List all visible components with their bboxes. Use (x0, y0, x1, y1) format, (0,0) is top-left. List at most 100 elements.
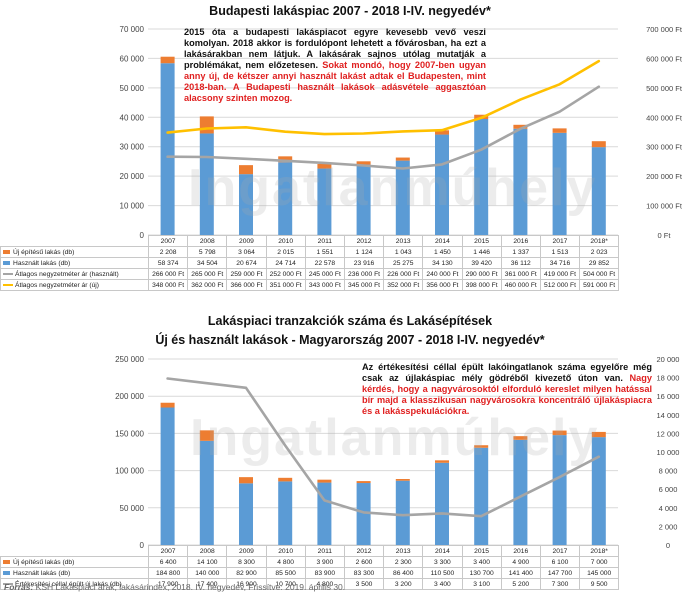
table-header-year: 2018* (579, 235, 620, 247)
table-header-year: 2016 (500, 545, 541, 557)
series-label: Új építésű lakás (db) (0, 556, 149, 568)
table-cell: 1 513 (539, 246, 581, 258)
bar-used (160, 407, 175, 545)
table-cell: 266 000 Ft (147, 268, 189, 280)
bar-new (356, 481, 371, 484)
series-name: Használt lakás (db) (13, 259, 71, 267)
table-cell: 361 000 Ft (500, 268, 541, 280)
table-cell: 22 578 (304, 257, 345, 269)
table-cell: 1 450 (422, 246, 463, 258)
table-cell: 352 000 Ft (383, 279, 424, 291)
table-corner (1, 546, 149, 557)
bar-used (435, 134, 449, 235)
bar-used (199, 440, 214, 545)
series-name: Átlagos negyzetméter ár (használt) (15, 270, 119, 278)
y-right-tick-label: 20 000 (657, 355, 680, 364)
table-header-year: 2014 (422, 235, 463, 247)
table-cell: 348 000 Ft (147, 279, 189, 291)
bar-new (160, 56, 175, 64)
table-cell: 1 551 (304, 246, 345, 258)
bar-new (435, 130, 449, 135)
series-name: Átlagos negyzetméter ár (új) (15, 281, 100, 289)
bar-used (474, 447, 489, 545)
annotation-black-text: Az értékesítési céllal épült lakóingatla… (362, 362, 652, 383)
bar-used (513, 439, 528, 545)
legend-swatch (3, 570, 10, 575)
table-cell: 2 300 (383, 556, 424, 568)
table-cell: 3 500 (343, 578, 385, 590)
table-row: Átlagos negyzetméter ár (új) 348 000 Ft 36… (0, 279, 620, 291)
bar-used (395, 480, 410, 545)
bar-new (239, 477, 253, 484)
series-name: Értékesítési céllal épült új lakás (db) (15, 580, 122, 588)
table-row: Új építésű lakás (db) 6 400 14 100 8 300 4 8… (0, 556, 620, 568)
annotation-red-text: Nagy kérdés, hogy a nagyvárosoktól elfor… (362, 373, 652, 416)
bar-new (552, 128, 567, 133)
y-right-tick-label: 4 000 (659, 504, 678, 513)
bar-new (278, 477, 293, 482)
table-cell: 245 000 Ft (304, 268, 345, 280)
table-cell: 398 000 Ft (461, 279, 502, 291)
y-left-tick-label: 10 000 (120, 202, 145, 211)
bar-used (591, 437, 606, 545)
table-header-year: 2015 (461, 235, 502, 247)
y-right-tick-label: 8 000 (659, 467, 678, 476)
bar-used (552, 435, 567, 545)
line-series (166, 59, 601, 136)
table-header-year: 2007 (147, 235, 189, 247)
table-header-year: 2011 (304, 545, 345, 557)
table-header-year: 2013 (383, 545, 424, 557)
y-left-tick-label: 70 000 (120, 25, 145, 34)
table-cell: 1 124 (343, 246, 385, 258)
table-cell: 17 900 (147, 578, 189, 590)
bar-used (160, 63, 175, 236)
table-cell: 362 000 Ft (187, 279, 228, 291)
table-cell: 3 300 (422, 556, 463, 568)
annotation-black-text: 2015 óta a budapesti lakáspiacot egyre k… (184, 27, 486, 70)
y-right-tick-label: 12 000 (657, 429, 680, 438)
data-table: 2007 2008 2009 2010 2011 2012 2013 2014 2015 2016… (0, 545, 620, 590)
bar-new (591, 431, 606, 438)
series-name: Új építésű lakás (db) (13, 558, 75, 566)
source-label: Forrás: (4, 582, 34, 592)
source-note: Forrás: KSH Lakáspiaci árak, lakásárinde… (4, 582, 345, 592)
bar-new (199, 116, 214, 134)
bar-new (513, 124, 528, 129)
table-cell: 3 064 (226, 246, 267, 258)
y-left-tick-label: 250 000 (115, 355, 144, 364)
table-cell: 504 000 Ft (579, 268, 620, 280)
table-cell: 236 000 Ft (343, 268, 385, 280)
table-cell: 58 374 (147, 257, 189, 269)
y-right-tick-label: 200 000 Ft (646, 172, 683, 181)
table-cell: 110 500 (422, 567, 463, 579)
series-label: Átlagos negyzetméter ár (használt) (0, 268, 149, 280)
table-cell: 6 400 (147, 556, 189, 568)
table-corner (1, 236, 149, 247)
budapest-chart-panel: Budapesti lakáspiac 2007 - 2018 I-IV. ne… (0, 4, 683, 291)
hungary-chart-plot: 0 50 000 100 000 150 000 200 000 250 000 0 2 00… (115, 355, 680, 550)
y-right-tick-label: 600 000 Ft (646, 54, 683, 63)
bar-new (474, 445, 489, 448)
bar-new (278, 156, 293, 163)
table-header-year: 2013 (383, 235, 424, 247)
table-header-year: 2011 (304, 235, 345, 247)
table-cell: 419 000 Ft (539, 268, 581, 280)
table-header-year: 2010 (265, 545, 306, 557)
series-label: Használt lakás (db) (0, 257, 149, 269)
y-left-tick-label: 100 000 (115, 467, 144, 476)
table-cell: 5 798 (187, 246, 228, 258)
table-cell: 7 300 (539, 578, 581, 590)
table-cell: 460 000 Ft (500, 279, 541, 291)
table-cell: 1 446 (461, 246, 502, 258)
table-header-year: 2017 (539, 545, 581, 557)
table-cell: 34 716 (539, 257, 581, 269)
bar-used (513, 128, 528, 235)
y-right-tick-label: 6 000 (659, 485, 678, 494)
table-header-year: 2008 (187, 235, 228, 247)
bar-new (435, 460, 449, 463)
bar-used (356, 483, 371, 545)
table-header-year: 2012 (343, 235, 385, 247)
table-cell: 86 400 (383, 567, 424, 579)
table-cell: 3 200 (383, 578, 424, 590)
legend-swatch (3, 582, 13, 585)
